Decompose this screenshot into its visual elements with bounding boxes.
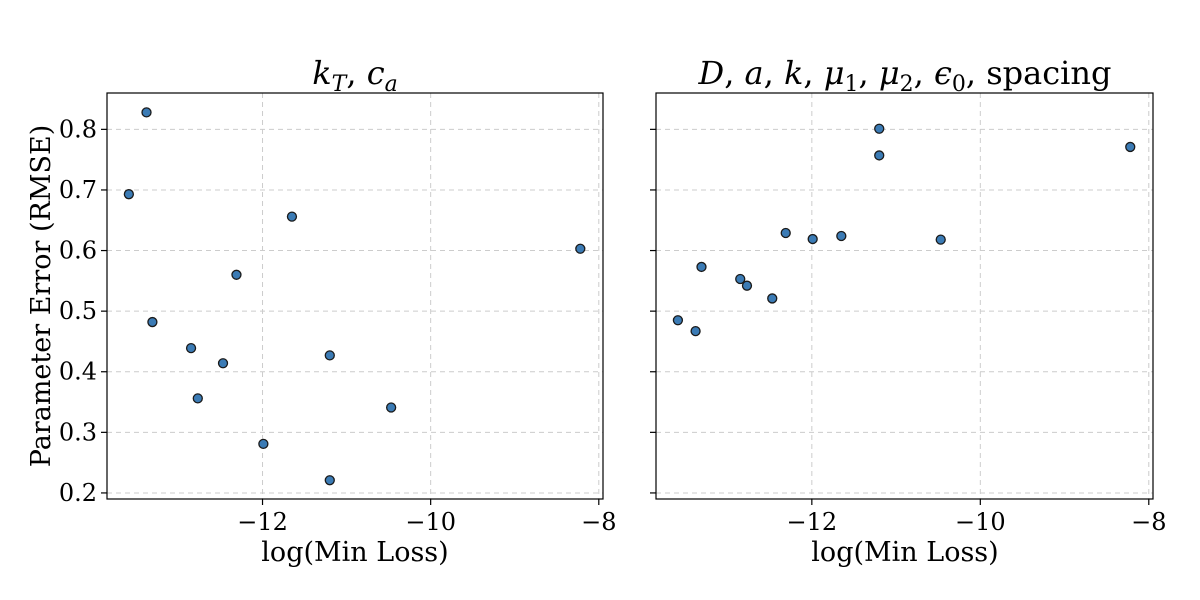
- data-point: [231, 269, 242, 280]
- data-point: [185, 342, 197, 354]
- y-ticks-left: 0.2 0.3 0.4 0.5 0.6 0.7 0.8: [59, 115, 107, 507]
- data-point: [735, 273, 746, 285]
- x-tick-label: −8: [581, 508, 616, 536]
- x-axis-label-right: log(Min Loss): [811, 537, 998, 568]
- x-tick-label: −8: [1131, 508, 1166, 536]
- data-point: [147, 316, 158, 328]
- data-point: [836, 230, 847, 242]
- data-point: [1125, 141, 1136, 153]
- x-ticks-left: −12 −10 −8: [237, 499, 616, 536]
- y-tick-label: 0.2: [59, 479, 97, 507]
- data-point: [807, 233, 818, 245]
- y-axis-label: Parameter Error (RMSE): [26, 125, 57, 467]
- data-points-left: [123, 107, 586, 486]
- plot-frame-right: [655, 92, 1154, 500]
- y-tick-label: 0.5: [59, 297, 97, 325]
- data-point: [767, 293, 778, 304]
- data-point: [575, 243, 586, 254]
- data-point: [874, 123, 885, 134]
- grid-lines-left: [107, 93, 603, 499]
- data-point: [385, 402, 397, 413]
- data-point: [141, 107, 152, 118]
- scatter-panel-left: kT, ca 0.2 0.3 0.4 0.5 0.6 0.7 0.8 −12 −10 −8 lo…: [26, 54, 616, 568]
- data-points-right: [672, 123, 1136, 337]
- grid-lines-right: [656, 93, 1153, 499]
- plot-frame-left: [106, 92, 604, 500]
- panel-title-left: kT, ca: [312, 54, 397, 97]
- data-point: [123, 189, 135, 200]
- data-point: [192, 393, 203, 404]
- x-tick-label: −12: [787, 508, 838, 536]
- x-tick-label: −10: [405, 508, 456, 536]
- data-point: [690, 325, 701, 337]
- data-point: [258, 438, 269, 450]
- y-tick-label: 0.4: [59, 358, 97, 386]
- x-tick-label: −10: [955, 508, 1006, 536]
- data-point: [741, 280, 753, 291]
- scatter-panel-right: D, a, k, μ1, μ2, ϵ0, spacing −12 −10 −8 lo…: [650, 54, 1166, 568]
- data-point: [217, 358, 229, 369]
- x-axis-label-left: log(Min Loss): [261, 537, 448, 568]
- y-tick-label: 0.6: [59, 237, 97, 265]
- y-tick-label: 0.3: [59, 418, 97, 446]
- data-point: [324, 475, 335, 486]
- y-tick-label: 0.8: [59, 115, 97, 143]
- y-tick-label: 0.7: [59, 176, 97, 204]
- data-point: [874, 150, 885, 161]
- data-point: [286, 211, 298, 222]
- x-ticks-right: −12 −10 −8: [787, 499, 1166, 536]
- y-ticks-right: [650, 128, 656, 494]
- data-point: [780, 227, 791, 239]
- data-point: [696, 261, 707, 273]
- x-tick-label: −12: [237, 508, 288, 536]
- data-point: [935, 234, 946, 245]
- panel-title-right: D, a, k, μ1, μ2, ϵ0, spacing: [698, 54, 1112, 97]
- data-point: [324, 350, 335, 361]
- data-point: [672, 315, 684, 326]
